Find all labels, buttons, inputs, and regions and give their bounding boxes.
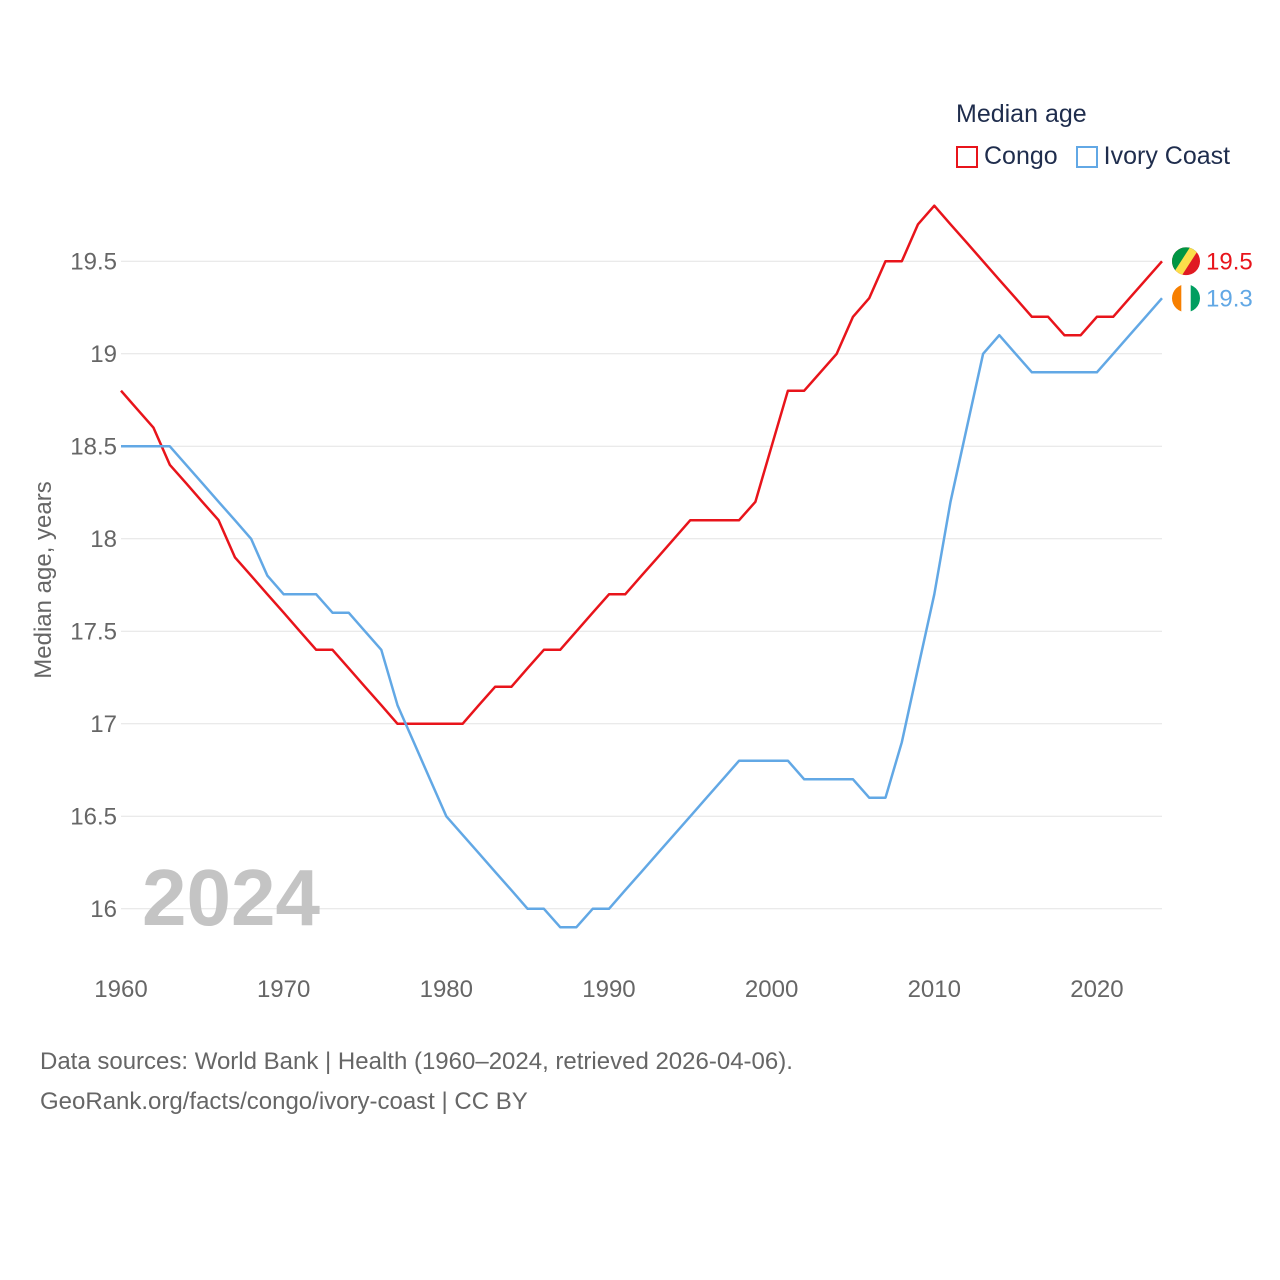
x-tick-label: 2010: [908, 976, 961, 1003]
series-lines: [120, 204, 1163, 929]
y-tick-label: 16.5: [70, 803, 117, 830]
y-axis-label: Median age, years: [30, 481, 57, 678]
legend-item-congo[interactable]: Congo: [956, 142, 1058, 171]
series-line-congo: [120, 204, 1163, 726]
legend: Congo Ivory Coast: [956, 142, 1248, 171]
x-axis-ticks: 1960 1970 1980 1990 2000 2010 2020: [94, 976, 1123, 1003]
end-label-congo: 19.5: [1206, 248, 1253, 275]
footer-attribution[interactable]: GeoRank.org/facts/congo/ivory-coast | CC…: [40, 1088, 528, 1115]
x-tick-label: 1990: [582, 976, 635, 1003]
y-tick-label: 17.5: [70, 618, 117, 645]
footer: Data sources: World Bank | Health (1960–…: [40, 1042, 793, 1122]
legend-title: Median age: [956, 100, 1087, 128]
year-watermark: 2024: [142, 853, 320, 942]
legend-swatch-congo: [956, 145, 978, 168]
y-tick-label: 18: [90, 526, 117, 553]
series-line-ivory-coast: [121, 297, 1163, 929]
x-tick-label: 2020: [1070, 976, 1123, 1003]
legend-item-ivory-coast[interactable]: Ivory Coast: [1075, 142, 1231, 171]
end-label-ivory-coast: 19.3: [1206, 285, 1253, 312]
y-tick-label: 16: [90, 896, 117, 923]
y-tick-label: 17: [90, 711, 117, 738]
x-tick-label: 1980: [420, 976, 473, 1003]
y-tick-label: 19.5: [70, 248, 117, 275]
grid: [121, 260, 1162, 910]
y-tick-label: 18.5: [70, 433, 117, 460]
y-axis-ticks: 16 16.5 17 17.5 18 18.5 19 19.5: [70, 248, 117, 923]
legend-label-congo: Congo: [984, 142, 1058, 170]
ivory-coast-flag-icon: [1172, 284, 1200, 313]
x-tick-label: 1970: [257, 976, 310, 1003]
congo-flag-icon: [1172, 247, 1200, 276]
legend-swatch-ivory-coast: [1075, 145, 1098, 168]
series-end-markers: 19.5 19.3: [1172, 247, 1253, 313]
footer-sources: Data sources: World Bank | Health (1960–…: [40, 1048, 793, 1075]
y-tick-label: 19: [90, 341, 117, 368]
x-tick-label: 2000: [745, 976, 798, 1003]
legend-label-ivory-coast: Ivory Coast: [1103, 142, 1231, 170]
x-tick-label: 1960: [94, 976, 147, 1003]
